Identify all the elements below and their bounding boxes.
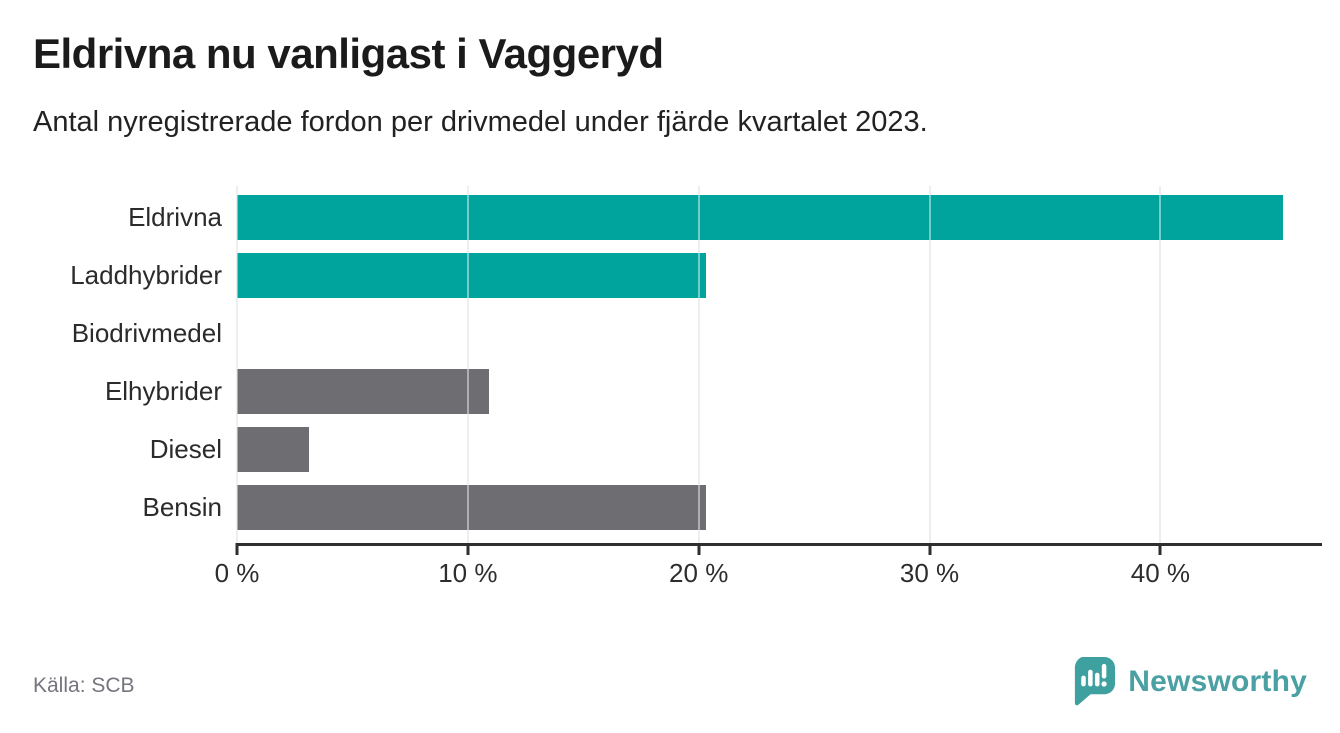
gridline-10 <box>466 186 469 543</box>
x-axis-tick <box>1158 543 1162 555</box>
x-axis-tick <box>235 543 239 555</box>
bar-diesel <box>237 427 309 472</box>
bar-laddhybrider <box>237 253 706 298</box>
x-axis-tick-label: 30 % <box>899 558 960 588</box>
bar-bensin <box>237 485 706 530</box>
bar-row: Bensin <box>143 485 1322 530</box>
x-axis-tick-label: 0 % <box>214 558 260 588</box>
gridline-40 <box>1159 186 1162 543</box>
gridline-30 <box>928 186 931 543</box>
bar-elhybrider <box>237 369 489 414</box>
source-credit: Källa: SCB <box>33 674 135 697</box>
chart-subtitle: Antal nyregistrerade fordon per drivmede… <box>33 106 928 138</box>
category-label: Diesel <box>149 434 222 464</box>
gridline-30 <box>928 186 931 543</box>
x-axis-tick-label: 40 % <box>1130 558 1191 588</box>
category-label: Bensin <box>142 492 223 522</box>
bar-rows: Eldrivna Laddhybrider Biodrivmedel Elhybrid… <box>70 195 1322 543</box>
bar-row: Elhybrider <box>105 369 1322 414</box>
gridline-10 <box>466 186 469 543</box>
x-axis-tick <box>697 543 701 555</box>
x-axis-line <box>237 543 1322 546</box>
bar-row: Biodrivmedel <box>72 311 1322 356</box>
category-label: Eldrivna <box>128 202 222 232</box>
bar-row: Diesel <box>150 427 1322 472</box>
newsworthy-logo-icon <box>1075 657 1116 706</box>
bar-chart-plot-area: Eldrivna Laddhybrider Biodrivmedel Elhybrid… <box>70 186 1322 588</box>
category-label: Laddhybrider <box>70 260 222 290</box>
gridline-40 <box>1159 186 1162 543</box>
bar-row: Eldrivna <box>128 195 1322 240</box>
gridline-0 <box>236 186 238 543</box>
x-axis-tick <box>928 543 932 555</box>
x-axis-tick-label: 10 % <box>438 558 498 588</box>
newsworthy-brand: Newsworthy <box>1070 655 1307 708</box>
category-label: Biodrivmedel <box>71 318 222 348</box>
bar-row: Laddhybrider <box>70 253 1322 298</box>
bar-eldrivna <box>237 195 1283 240</box>
gridline-20 <box>697 186 700 543</box>
brand-name: Newsworthy <box>1128 664 1307 698</box>
gridline-0 <box>236 186 238 543</box>
x-axis-tick-label: 20 % <box>669 558 729 588</box>
x-axis-tick <box>466 543 470 555</box>
gridline-20 <box>697 186 700 543</box>
chart-title: Eldrivna nu vanligast i Vaggeryd <box>33 30 664 77</box>
category-label: Elhybrider <box>104 376 222 406</box>
